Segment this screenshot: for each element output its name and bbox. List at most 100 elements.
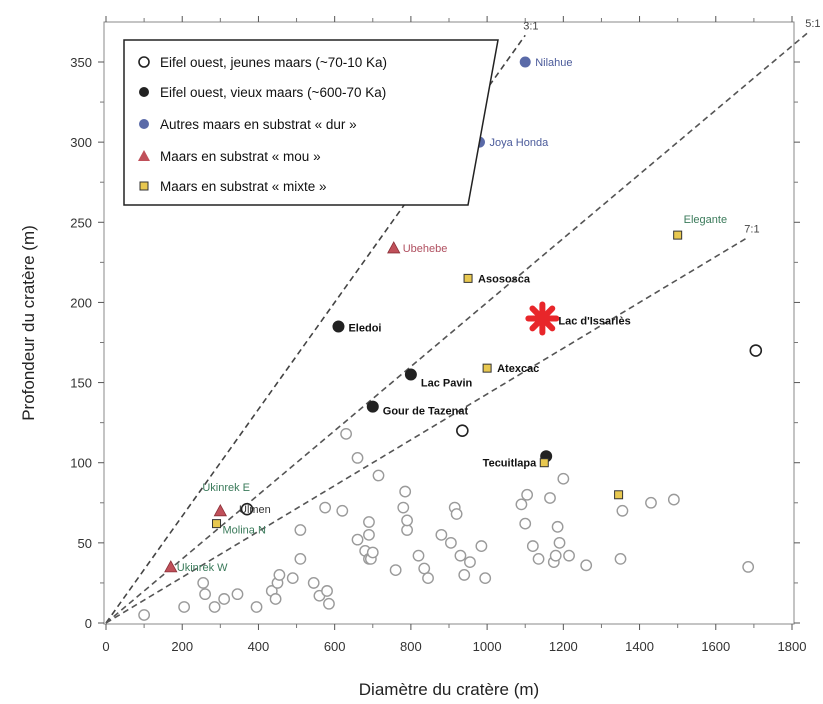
data-point-lac-pavin [404, 368, 417, 381]
legend-item-young: Eifel ouest, jeunes maars (~70-10 Ka) [138, 55, 387, 70]
ratio-line [105, 32, 808, 624]
grey-point [614, 552, 627, 565]
legend-marker [139, 119, 149, 129]
grey-points [138, 427, 755, 621]
grey-point [521, 488, 534, 501]
legend-marker [139, 87, 149, 97]
data-point [749, 344, 763, 357]
grey-point [526, 540, 539, 552]
grey-point [532, 552, 545, 565]
legend-item-soft: Maars en substrat « mou » [138, 149, 321, 164]
point-label: Elegante [684, 214, 727, 226]
grey-point [667, 493, 680, 506]
grey-point [454, 549, 467, 562]
grey-point [286, 572, 299, 585]
grey-point [412, 549, 425, 562]
grey-point [294, 524, 307, 536]
x-axis-title: Diamètre du cratère (m) [359, 680, 539, 699]
grey-point [269, 593, 282, 605]
grey-point [563, 549, 575, 562]
y-axis-title: Profondeur du cratère (m) [19, 225, 38, 421]
point-label: Nilahue [535, 57, 572, 69]
grey-point [323, 597, 335, 610]
grey-point [464, 556, 476, 568]
data-point-ulmen [240, 502, 254, 516]
x-tick-label: 1600 [701, 639, 730, 654]
x-tick-label: 1800 [778, 639, 807, 654]
y-tick-label: 100 [70, 456, 92, 471]
grey-point [319, 501, 332, 514]
grey-point [645, 496, 657, 509]
grey-point [553, 536, 566, 549]
grey-point [742, 561, 755, 573]
point-label: Asososca [478, 273, 531, 285]
y-tick-label: 200 [70, 295, 92, 310]
grey-point [435, 528, 448, 541]
x-tick-label: 0 [102, 639, 109, 654]
grey-point [363, 516, 375, 528]
data-point-elegante [673, 230, 683, 240]
grey-point [363, 528, 375, 541]
star-ray [529, 305, 556, 332]
legend-marker [138, 56, 150, 68]
grey-point [422, 572, 434, 585]
x-tick-label: 400 [248, 639, 270, 654]
legend-label: Eifel ouest, jeunes maars (~70-10 Ka) [160, 55, 387, 70]
ratio-line-label: 7:1 [744, 223, 759, 235]
point-label: Ukinrek W [177, 562, 228, 574]
grey-point [178, 601, 191, 613]
legend-label: Maars en substrat « mixte » [160, 179, 327, 194]
point-label: Lac Pavin [421, 378, 473, 390]
grey-point [549, 549, 562, 562]
grey-point [458, 569, 471, 581]
data-point [614, 490, 624, 500]
point-label: Joya Honda [489, 137, 549, 149]
y-tick-label: 300 [70, 135, 92, 150]
point-label: Ukinrek E [202, 482, 250, 494]
grey-point [340, 427, 352, 440]
grey-point [351, 452, 364, 464]
legend-item-hard: Autres maars en substrat « dur » [139, 117, 357, 132]
legend-label: Autres maars en substrat « dur » [160, 117, 357, 132]
point-label: Gour de Tazenat [383, 406, 469, 418]
y-axis-ticks: 0 50 100 150 200 250 300 350 [70, 55, 800, 631]
grey-point [399, 485, 412, 498]
point-label: Ulmen [239, 504, 271, 516]
data-point-ukinrek-e [213, 503, 228, 517]
y-tick-label: 50 [78, 536, 92, 551]
grey-point [273, 569, 286, 581]
grey-point [199, 588, 211, 601]
grey-point [336, 504, 349, 517]
grey-point [138, 609, 151, 621]
legend-box [123, 39, 499, 206]
grey-point [445, 536, 457, 549]
grey-point [208, 601, 221, 613]
data-point-atexcac [482, 363, 492, 373]
data-point-ubehebe [387, 241, 401, 254]
grey-point [389, 564, 402, 577]
ratio-line [105, 237, 747, 624]
ratio-line-label: 3:1 [523, 20, 538, 32]
data-point-tecuitlapa [539, 458, 549, 468]
data-point-eledoi [332, 320, 345, 333]
grey-point [401, 514, 413, 527]
point-label: Atexcac [497, 363, 539, 375]
grey-point [307, 577, 320, 589]
legend-item-old: Eifel ouest, vieux maars (~600-70 Ka) [139, 85, 386, 100]
point-label: Tecuitlapa [483, 458, 537, 470]
x-axis-ticks: 0 200 400 600 800 1000 1200 1400 1600 1800 [102, 16, 806, 654]
legend-marker [139, 181, 149, 191]
grey-point [515, 498, 528, 511]
legend-item-mixed: Maars en substrat « mixte » [139, 179, 327, 194]
grey-point [544, 492, 556, 504]
legend: Eifel ouest, jeunes maars (~70-10 Ka) Eif… [123, 39, 499, 206]
data-point-nilahue [519, 56, 531, 68]
grey-point [616, 504, 629, 517]
grey-point [475, 540, 488, 552]
x-tick-label: 200 [171, 639, 193, 654]
grey-point [231, 588, 244, 601]
x-tick-label: 600 [324, 639, 346, 654]
grey-point [321, 585, 333, 597]
y-tick-label: 250 [70, 215, 92, 230]
